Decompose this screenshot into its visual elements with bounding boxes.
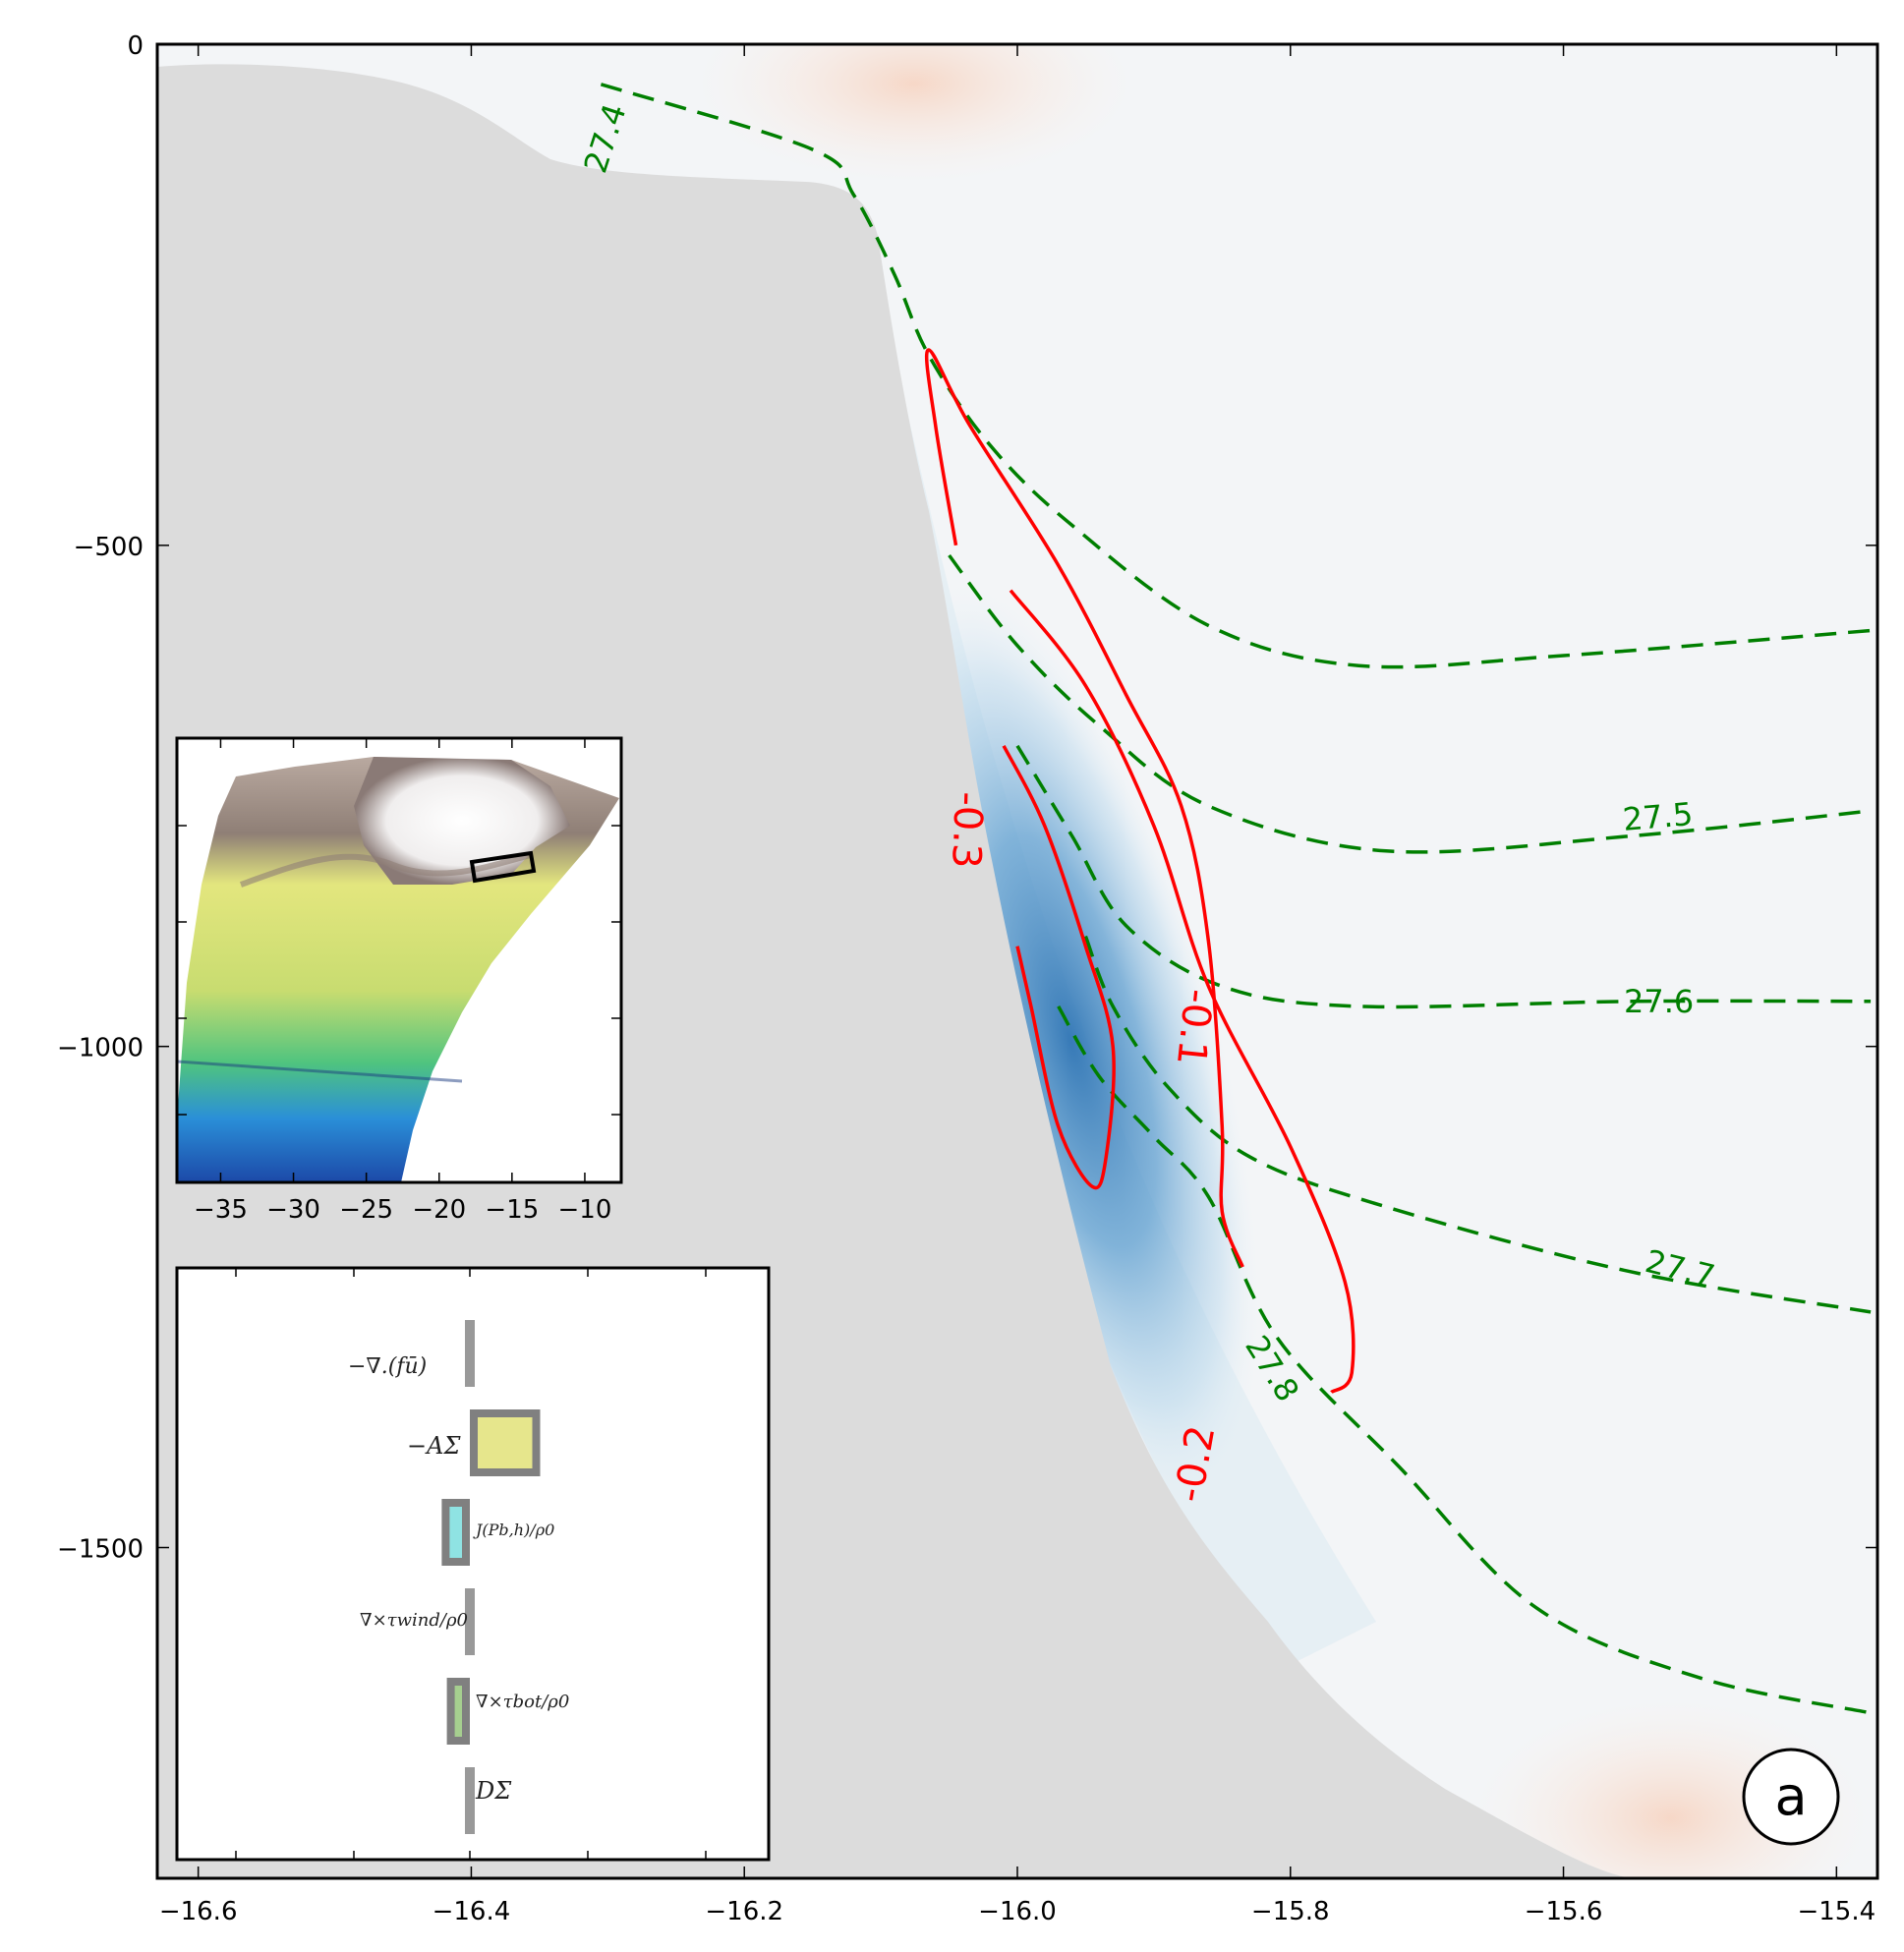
term-label-4: ∇×τbot/ρ0 [476, 1692, 569, 1712]
inset-bars-ticks [235, 1268, 707, 1860]
density-label-27-5: 27.5 [1621, 795, 1694, 838]
y-tick-label: −1000 [57, 1034, 144, 1063]
inset-map: −35 −30 −25 −20 −15 −10 [175, 736, 623, 1225]
velocity-contour-2 [1002, 744, 1116, 1190]
inset-map-y-ticks [177, 825, 621, 1116]
term-label-2: J(Pb,h)/ρ0 [473, 1521, 554, 1539]
inset-x-tick-label: −30 [266, 1195, 320, 1225]
density-contour-4 [1057, 1005, 1872, 1715]
y-axis: 0 −500 −1000 −1500 [57, 31, 1877, 1565]
inset-map-study-box [469, 850, 537, 884]
term-label-3: ∇×τwind/ρ0 [360, 1610, 468, 1631]
inset-x-tick-label: −10 [558, 1195, 612, 1225]
density-contour-2 [1015, 744, 1872, 1009]
velocity-contour-1 [1009, 589, 1356, 1394]
term-label-1: −AΣ [407, 1432, 461, 1460]
density-contour-1 [948, 553, 1872, 854]
term-label-0: −∇.(fū) [348, 1354, 427, 1379]
x-tick-label: −16.2 [705, 1897, 783, 1926]
inset-bars-frame [175, 1266, 771, 1862]
inset-map-shelf-edge [239, 852, 532, 888]
inset-map-x-axis: −35 −30 −25 −20 −15 −10 [194, 738, 611, 1225]
density-contour-3 [1083, 935, 1872, 1314]
x-tick-label: −16.0 [978, 1897, 1057, 1926]
y-tick-label: −1500 [57, 1535, 144, 1565]
x-tick-label: −15.4 [1797, 1897, 1875, 1926]
panel-letter: a [1774, 1765, 1807, 1827]
velocity-label-0-3: -0.3 [943, 791, 991, 870]
panel-badge-circle [1742, 1748, 1840, 1846]
y-tick-label: −500 [74, 533, 144, 562]
x-tick-label: −15.6 [1525, 1897, 1603, 1926]
inset-bars-layer [441, 1320, 541, 1834]
contour-layer [600, 83, 1872, 1715]
contour-labels: 27.4 27.5 27.6 27.7 27.8 -0.1 -0.2 -0.3 [576, 99, 1718, 1506]
inset-map-fracture [176, 1060, 463, 1083]
x-tick-label: −15.8 [1251, 1897, 1330, 1926]
bar-term-0 [465, 1320, 475, 1387]
x-axis: −16.6 −16.4 −16.2 −16.0 −15.8 −15.6 −15.4 [159, 44, 1875, 1926]
inset-bars: −∇.(fū) −AΣ J(Pb,h)/ρ0 ∇×τwind/ρ0 ∇×τbot… [175, 1266, 771, 1862]
bar-term-2 [441, 1499, 470, 1566]
bar-term-5 [465, 1767, 475, 1834]
term-label-5: DΣ [475, 1777, 512, 1805]
bar-term-3 [465, 1588, 475, 1655]
inset-x-tick-label: −20 [412, 1195, 466, 1225]
inset-x-tick-label: −15 [485, 1195, 539, 1225]
x-tick-label: −16.6 [159, 1897, 238, 1926]
density-label-27-6: 27.6 [1624, 983, 1694, 1020]
bar-term-1 [470, 1409, 541, 1476]
y-tick-label: 0 [127, 31, 144, 61]
velocity-contour-0 [924, 348, 1244, 1268]
inset-map-frame [175, 736, 623, 1184]
inset-x-tick-label: −25 [339, 1195, 393, 1225]
x-tick-label: −16.4 [433, 1897, 511, 1926]
inset-map-glacier [354, 757, 570, 885]
velocity-label-0-1: -0.1 [1168, 987, 1221, 1067]
bar-term-4 [446, 1678, 471, 1745]
panel-badge: a [1742, 1748, 1840, 1846]
inset-x-tick-label: −35 [194, 1195, 248, 1225]
